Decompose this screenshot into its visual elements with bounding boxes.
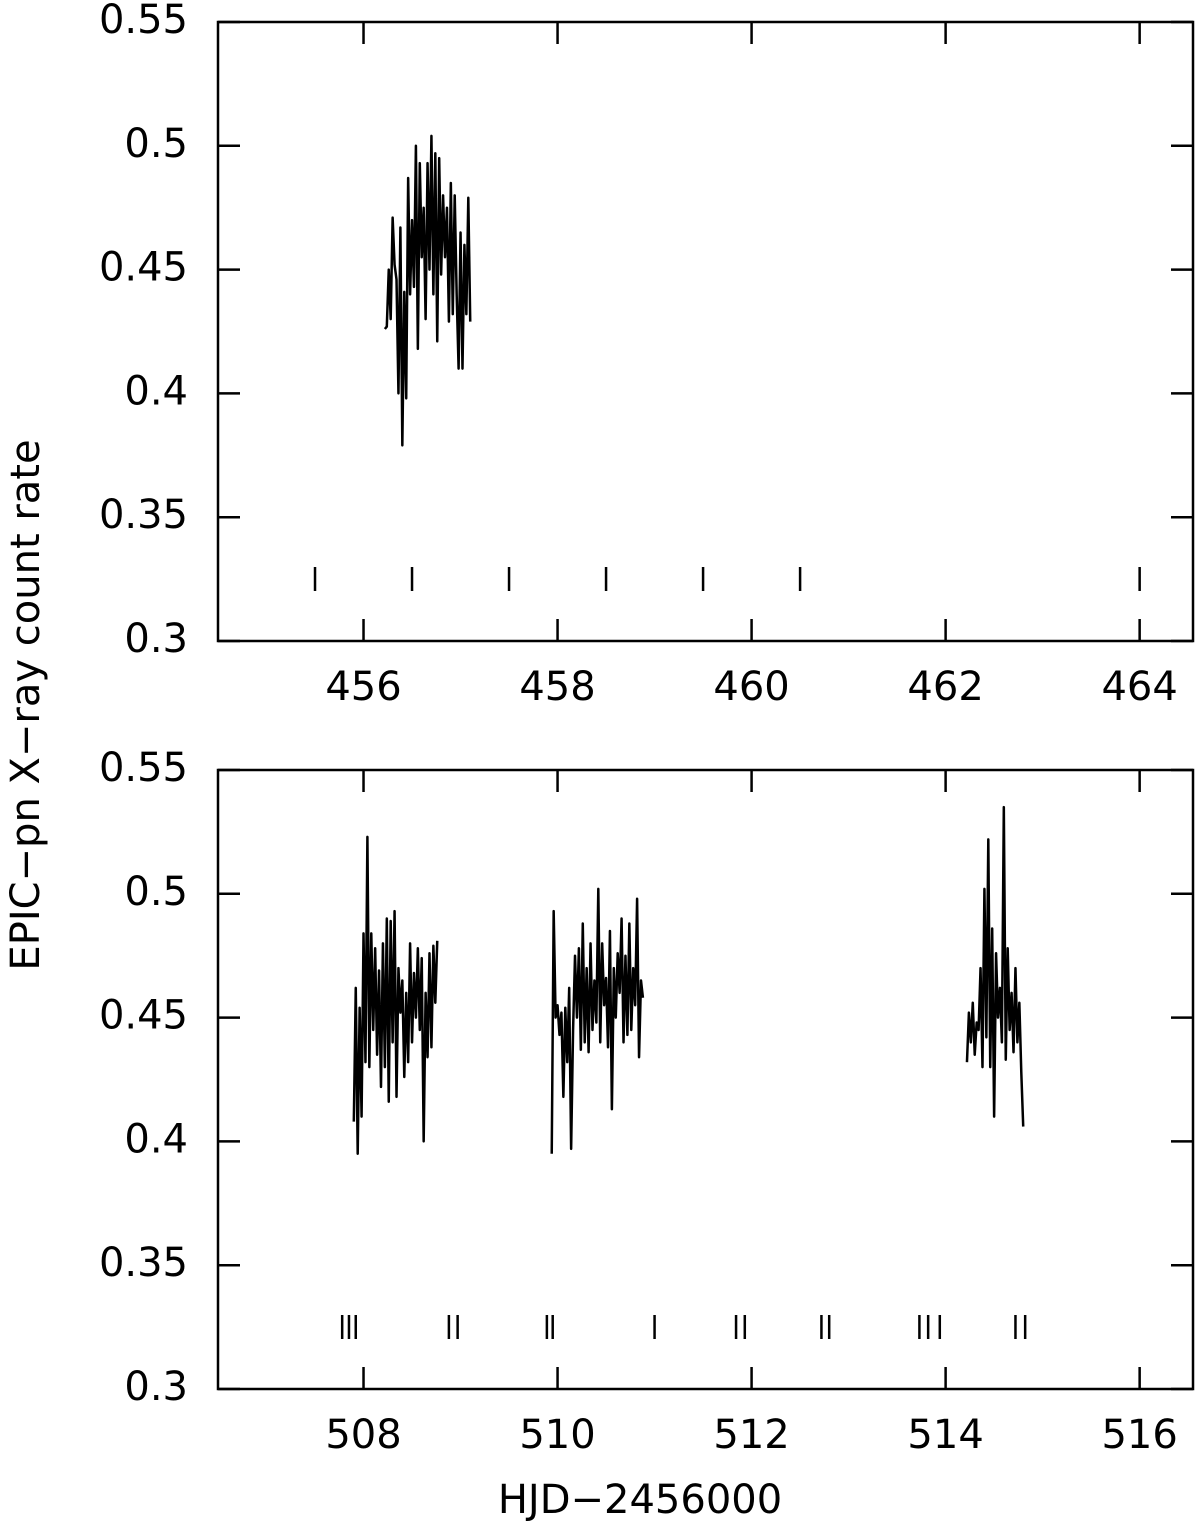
y-tick-label: 0.35 (99, 1240, 188, 1286)
x-tick-label: 510 (519, 1412, 595, 1458)
y-tick-label: 0.3 (124, 1364, 188, 1410)
x-tick-label: 512 (713, 1412, 789, 1458)
x-tick-label: 460 (713, 664, 789, 710)
y-tick-label: 0.3 (124, 616, 188, 662)
y-axis-label: EPIC−pn X−ray count rate (3, 439, 49, 970)
plot-frame (216, 768, 1195, 1391)
x-tick-label: 514 (907, 1412, 983, 1458)
y-tick-label: 0.45 (99, 245, 188, 291)
y-tick-label: 0.4 (124, 368, 188, 414)
y-tick-label: 0.45 (99, 993, 188, 1039)
light-curve (383, 134, 472, 447)
y-tick-label: 0.5 (124, 869, 188, 915)
y-tick-label: 0.5 (124, 121, 188, 167)
x-tick-label: 458 (519, 664, 595, 710)
x-tick-label: 516 (1101, 1412, 1177, 1458)
x-tick-label: 508 (325, 1412, 401, 1458)
light-curve (352, 805, 1025, 1156)
y-tick-label: 0.55 (99, 745, 188, 791)
y-tick-label: 0.35 (99, 492, 188, 538)
x-axis-label: HJD−2456000 (498, 1477, 782, 1523)
x-tick-label: 456 (325, 664, 401, 710)
x-tick-label: 462 (907, 664, 983, 710)
y-tick-label: 0.55 (99, 0, 188, 43)
plot-frame (216, 20, 1195, 643)
y-tick-label: 0.4 (124, 1116, 188, 1162)
x-tick-label: 464 (1101, 664, 1177, 710)
